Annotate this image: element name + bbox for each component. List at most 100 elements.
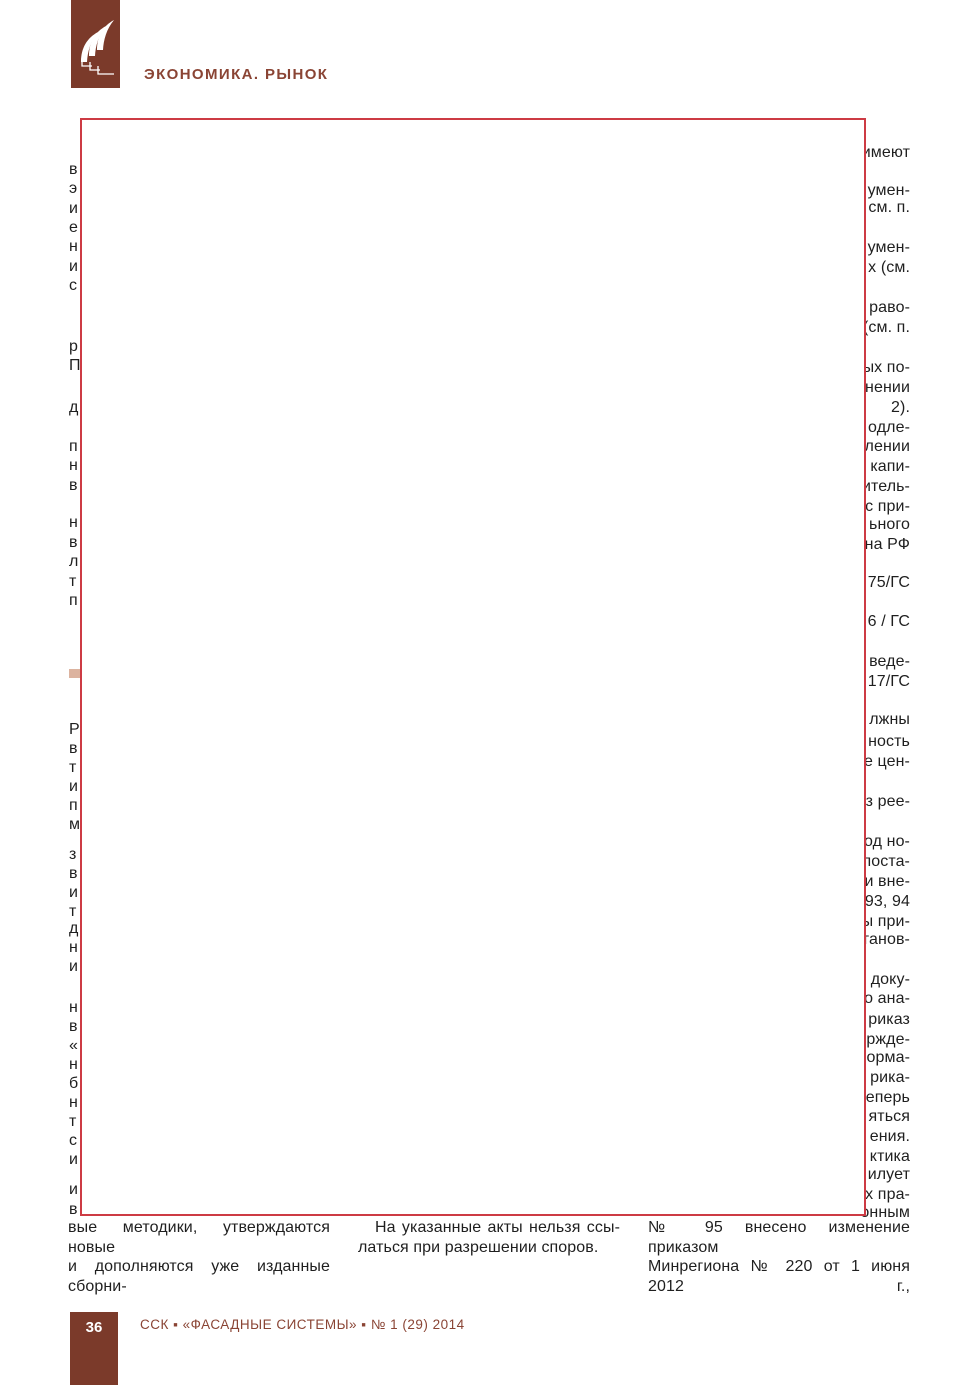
annotation-overlay-box <box>80 118 866 1216</box>
clipped-line-fragment: онным <box>860 1204 910 1221</box>
clipped-line-fragment: веде- <box>869 653 910 670</box>
clipped-line-fragment: т <box>69 903 77 920</box>
journal-footer-line: ССК ▪ «ФАСАДНЫЕ СИСТЕМЫ» ▪ № 1 (29) 2014 <box>140 1317 465 1332</box>
clipped-line-fragment: нении <box>865 379 910 396</box>
clipped-line-fragment: лжны <box>869 711 910 728</box>
column-2-bottom-text: На указанные акты нельзя ссы- латься при… <box>358 1218 620 1257</box>
column-3-bottom-text: № 95 внесено изменение приказом Минрегио… <box>648 1218 910 1296</box>
clipped-line-fragment: 2). <box>891 399 910 416</box>
clipped-line-fragment: илует <box>867 1166 910 1183</box>
clipped-line-fragment: п <box>69 438 78 455</box>
clipped-line-fragment: с <box>69 1132 78 1149</box>
clipped-line-fragment: доку- <box>870 971 910 988</box>
clipped-line-fragment: « <box>69 1037 78 1054</box>
clipped-line-fragment: см. п. <box>868 199 910 216</box>
text-line: Минрегиона № 220 от 1 июня 2012 г., <box>648 1258 910 1295</box>
clipped-line-fragment: п <box>69 797 78 814</box>
clipped-line-fragment: умен- <box>867 182 910 199</box>
clipped-line-fragment: п <box>69 592 78 609</box>
clipped-line-fragment: м <box>69 816 81 833</box>
text-line: вые методики, утверждаются новые <box>68 1219 330 1256</box>
clipped-line-fragment: в <box>69 865 78 882</box>
clipped-line-fragment: и вне- <box>864 873 910 890</box>
text-line: латься при разрешении споров. <box>358 1238 599 1256</box>
clipped-line-fragment: ржде- <box>866 1031 910 1048</box>
clipped-line-fragment: в <box>69 477 78 494</box>
clipped-line-fragment: в <box>69 534 78 551</box>
clipped-line-fragment: т <box>69 1113 77 1130</box>
page-number-box: 36 <box>70 1312 118 1385</box>
clipped-line-fragment: и <box>69 1151 79 1168</box>
clipped-line-fragment: капи- <box>870 458 910 475</box>
section-bullet-marker <box>69 669 81 678</box>
clipped-line-fragment: (см. п. <box>862 319 910 336</box>
clipped-line-fragment: и <box>69 200 79 217</box>
clipped-line-fragment: э <box>69 180 78 197</box>
clipped-line-fragment: е <box>69 219 78 236</box>
clipped-line-fragment: ктика <box>869 1148 910 1165</box>
clipped-line-fragment: в <box>69 161 78 178</box>
clipped-line-fragment: д <box>69 920 79 937</box>
clipped-line-fragment: 75/ГС <box>867 574 910 591</box>
clipped-line-fragment: танов- <box>861 931 910 948</box>
page-number: 36 <box>85 1319 103 1336</box>
clipped-line-fragment: лении <box>864 438 910 455</box>
clipped-line-fragment: в <box>69 740 78 757</box>
clipped-line-fragment: в <box>69 1201 78 1218</box>
clipped-line-fragment: ых по- <box>862 359 910 376</box>
clipped-line-fragment: ность <box>868 733 910 750</box>
clipped-line-fragment: р <box>69 338 78 355</box>
clipped-line-fragment: П <box>69 357 81 374</box>
publisher-logo <box>71 0 120 88</box>
text-line: На указанные акты нельзя ссы- <box>375 1219 620 1236</box>
clipped-line-fragment: и <box>69 1181 79 1198</box>
clipped-line-fragment: риказ <box>868 1011 910 1028</box>
clipped-line-fragment: одле- <box>868 419 910 436</box>
clipped-line-fragment: рика- <box>870 1069 910 1086</box>
clipped-line-fragment: 93, 94 <box>864 893 910 910</box>
clipped-line-fragment: ения. <box>869 1128 910 1145</box>
clipped-line-fragment: н <box>69 514 78 531</box>
clipped-line-fragment: имеют <box>861 144 910 161</box>
clipped-line-fragment: л <box>69 553 79 570</box>
clipped-line-fragment: з рее- <box>865 793 910 810</box>
clipped-line-fragment: на РФ <box>864 536 910 553</box>
clipped-line-fragment: умен- <box>867 239 910 256</box>
clipped-line-fragment: с при- <box>865 498 910 515</box>
clipped-line-fragment: ы при- <box>861 913 910 930</box>
column-1-bottom-text: вые методики, утверждаются новые и допол… <box>68 1218 330 1296</box>
clipped-line-fragment: Р <box>69 721 80 738</box>
clipped-line-fragment: и <box>69 258 79 275</box>
clipped-line-fragment: яться <box>868 1108 910 1125</box>
publisher-logo-icon <box>81 20 114 75</box>
clipped-line-fragment: 17/ГС <box>867 673 910 690</box>
clipped-line-fragment: и <box>69 884 79 901</box>
clipped-line-fragment: ьного <box>869 516 910 533</box>
clipped-line-fragment: и <box>69 958 79 975</box>
clipped-line-fragment: н <box>69 1056 78 1073</box>
clipped-line-fragment: в <box>69 1018 78 1035</box>
clipped-line-fragment: н <box>69 939 78 956</box>
text-line: № 95 внесено изменение приказом <box>648 1219 910 1256</box>
clipped-line-fragment: д <box>69 399 79 416</box>
clipped-line-fragment: орма- <box>866 1049 910 1066</box>
clipped-line-fragment: е цен- <box>864 753 910 770</box>
clipped-line-fragment: н <box>69 457 78 474</box>
clipped-line-fragment: н <box>69 999 78 1016</box>
clipped-line-fragment: н <box>69 238 78 255</box>
section-title: ЭКОНОМИКА. РЫНОК <box>144 66 329 83</box>
clipped-line-fragment: итель- <box>861 478 910 495</box>
clipped-line-fragment: т <box>69 759 77 776</box>
clipped-line-fragment: б <box>69 1075 79 1092</box>
clipped-line-fragment: поста- <box>862 853 910 870</box>
clipped-line-fragment: о ана- <box>864 990 910 1007</box>
clipped-line-fragment: с <box>69 277 78 294</box>
text-line: и дополняются уже изданные сборни- <box>68 1258 330 1295</box>
clipped-line-fragment: 6 / ГС <box>867 613 910 630</box>
clipped-line-fragment: раво- <box>869 299 910 316</box>
clipped-line-fragment: х (см. <box>868 259 910 276</box>
clipped-line-fragment: од но- <box>864 833 910 850</box>
clipped-line-fragment: н <box>69 1094 78 1111</box>
